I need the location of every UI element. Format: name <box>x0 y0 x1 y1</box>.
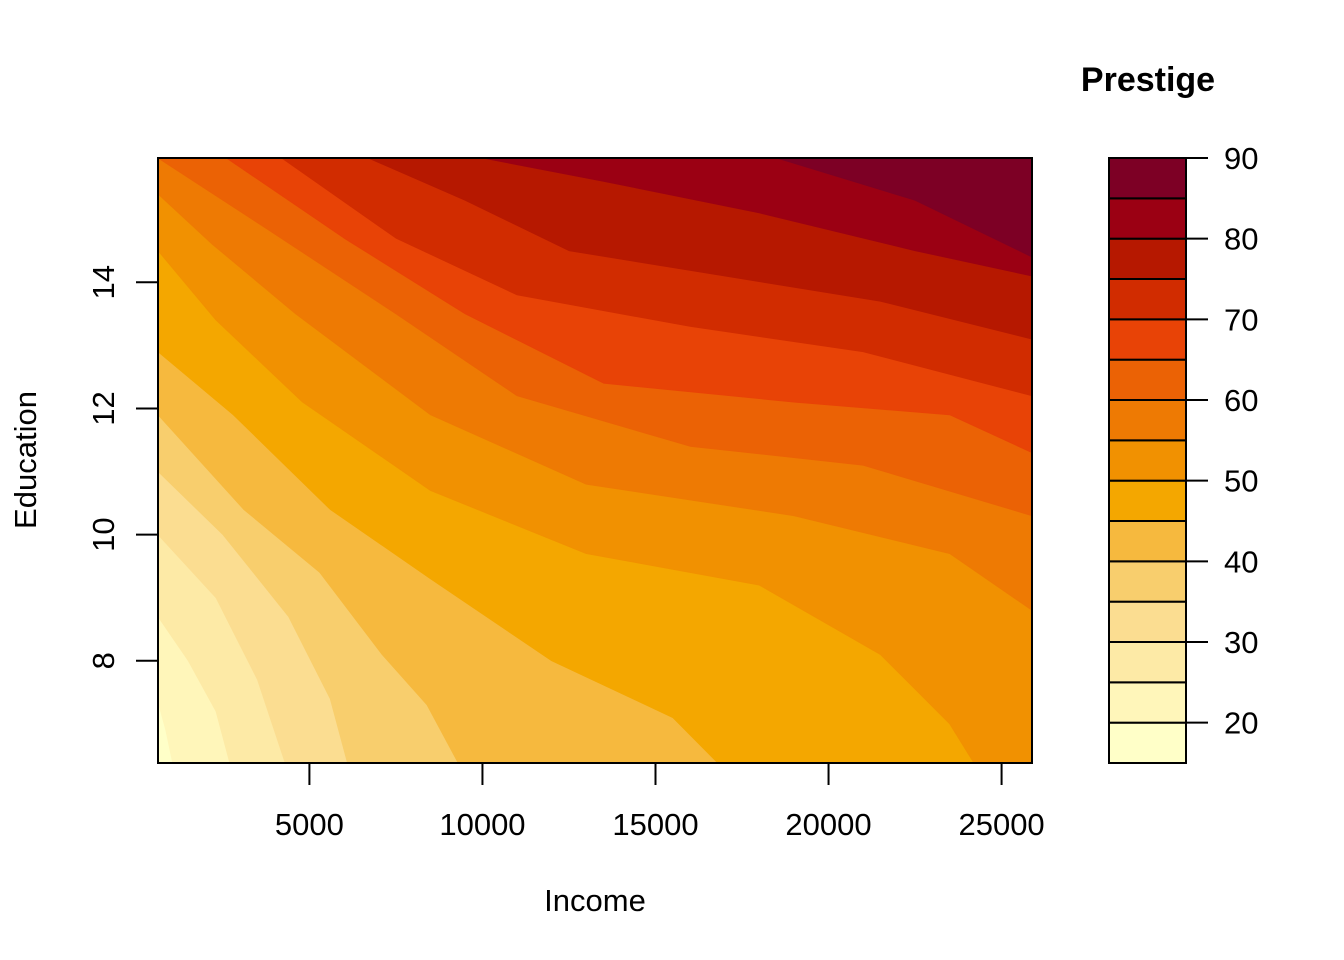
y-tick-label: 14 <box>86 265 121 299</box>
x-tick-label: 15000 <box>612 807 698 842</box>
legend-swatch <box>1108 157 1187 200</box>
legend-swatch <box>1108 399 1187 442</box>
color-legend: 20 30 40 50 60 70 80 90 <box>1108 141 1258 765</box>
legend-swatch <box>1108 681 1187 724</box>
contour-band-14 <box>158 158 1032 258</box>
legend-tick-label: 90 <box>1224 141 1258 176</box>
x-tick-label: 10000 <box>439 807 525 842</box>
legend-swatch <box>1108 560 1187 603</box>
contour-fill-regions <box>158 158 1032 763</box>
legend-tick-label: 40 <box>1224 544 1258 579</box>
legend-tick-label: 50 <box>1224 464 1258 499</box>
y-tick-label: 10 <box>86 517 121 551</box>
legend-swatch <box>1108 237 1187 281</box>
x-axis-label: Income <box>544 883 646 918</box>
legend-swatch <box>1108 479 1187 522</box>
x-tick-label: 20000 <box>785 807 871 842</box>
legend-swatch <box>1108 439 1187 482</box>
legend-title: Prestige <box>1081 61 1215 99</box>
y-tick-label: 12 <box>86 391 121 425</box>
legend-swatch <box>1108 318 1187 361</box>
contour-band-13 <box>158 158 1032 277</box>
legend-swatch <box>1108 721 1187 765</box>
legend-swatch <box>1108 197 1187 240</box>
y-axis-label: Education <box>8 391 43 529</box>
legend-tick-label: 20 <box>1224 706 1258 741</box>
legend-swatch <box>1108 520 1187 563</box>
legend-swatch <box>1108 278 1187 321</box>
legend-swatch <box>1108 641 1187 684</box>
legend-swatch <box>1108 600 1187 644</box>
x-tick-label: 25000 <box>958 807 1044 842</box>
legend-tick-label: 60 <box>1224 383 1258 418</box>
legend-tick-label: 30 <box>1224 625 1258 660</box>
x-axis: 5000 10000 15000 20000 25000 <box>275 762 1045 842</box>
legend-swatch <box>1108 358 1187 401</box>
y-axis: 8 10 12 14 <box>86 265 159 669</box>
y-tick-label: 8 <box>86 652 121 669</box>
legend-tick-label: 70 <box>1224 302 1258 337</box>
legend-tick-label: 80 <box>1224 222 1258 257</box>
x-tick-label: 5000 <box>275 807 344 842</box>
